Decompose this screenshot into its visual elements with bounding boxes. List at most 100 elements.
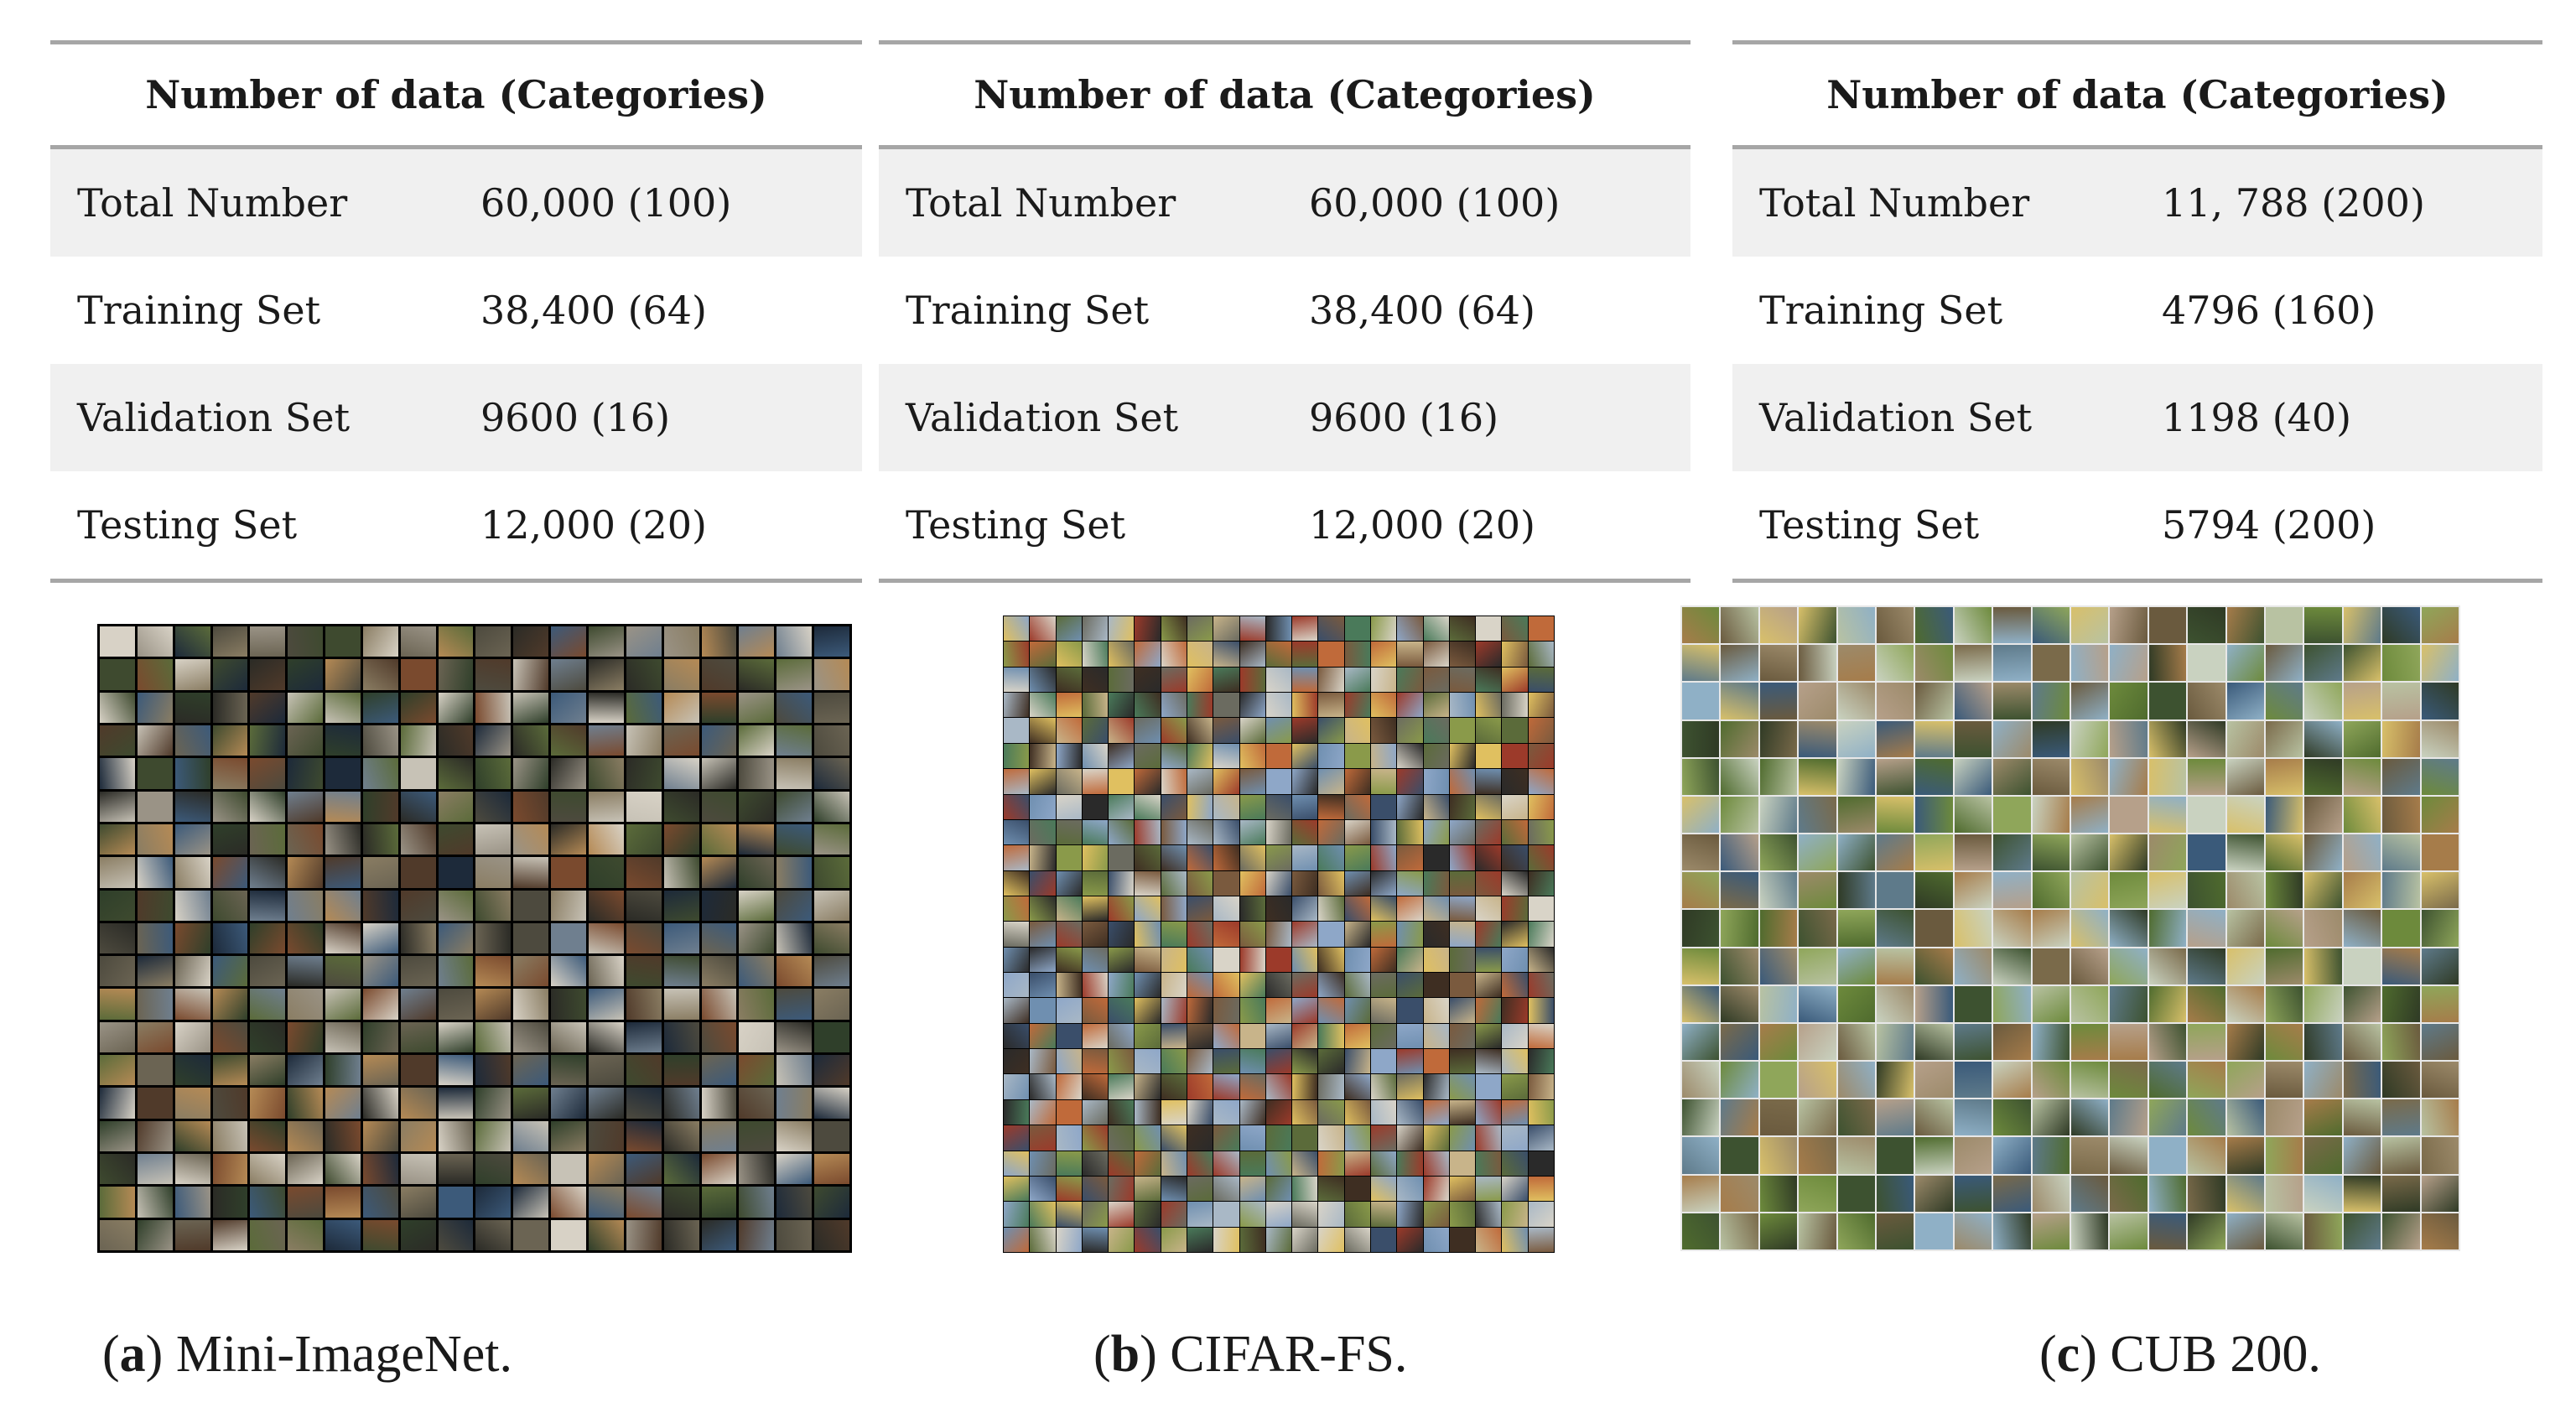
sample-thumbnail [1056,1176,1082,1202]
sample-thumbnail [137,1055,173,1086]
sample-thumbnail [551,922,587,954]
sample-thumbnail [1682,683,1720,719]
sample-thumbnail [701,1055,737,1086]
sample-thumbnail [2110,645,2148,682]
sample-thumbnail [2343,872,2381,909]
sample-thumbnail [1030,1099,1056,1125]
sample-thumbnail [1161,973,1187,998]
sample-thumbnail [1759,683,1798,719]
sample-thumbnail [1056,896,1082,922]
sample-thumbnail [513,890,549,921]
sample-thumbnail [663,791,699,822]
sample-thumbnail [1993,796,2031,834]
row-value: 9600 (16) [480,395,671,440]
sample-thumbnail [1161,769,1187,794]
sample-thumbnail [2382,872,2420,909]
table-header: Number of data (Categories) [1732,44,2542,149]
sample-thumbnail [1292,922,1318,947]
sample-thumbnail [1528,1202,1554,1227]
sample-thumbnail [1109,743,1135,769]
sample-thumbnail [551,890,587,921]
sample-thumbnail [1449,1125,1476,1151]
sample-thumbnail [2071,910,2109,947]
sample-thumbnail [1759,645,1798,682]
sample-thumbnail [776,890,813,921]
sample-thumbnail [1502,1099,1528,1125]
sample-thumbnail [2226,1213,2264,1249]
sample-thumbnail [1371,1074,1397,1099]
sample-thumbnail [250,1219,286,1250]
sample-thumbnail [2110,796,2148,834]
sample-thumbnail [1397,743,1423,769]
sample-thumbnail [1877,1023,1914,1061]
sample-thumbnail [400,1219,436,1250]
sample-thumbnail [1265,845,1292,870]
sample-thumbnail [1318,1099,1344,1125]
sample-thumbnail [1109,845,1135,870]
sample-thumbnail [513,857,549,888]
sample-thumbnail [288,659,324,690]
table-row: Total Number 11, 788 (200) [1732,149,2542,257]
sample-thumbnail [1265,998,1292,1023]
sample-thumbnail [2188,1023,2225,1061]
sample-thumbnail [250,956,286,987]
sample-thumbnail [2226,1023,2264,1061]
sample-thumbnail [174,791,210,822]
sample-thumbnail [513,956,549,987]
sample-thumbnail [1502,743,1528,769]
row-value: 1198 (40) [2162,395,2352,440]
sample-thumbnail [1239,718,1265,743]
sample-thumbnail [2110,834,2148,871]
sample-thumbnail [137,857,173,888]
sample-thumbnail [1954,1099,1992,1136]
sample-thumbnail [1423,1099,1449,1125]
sample-thumbnail [739,725,775,756]
sample-thumbnail [2226,607,2264,644]
sample-thumbnail [1449,667,1476,693]
sample-thumbnail [2266,1099,2303,1136]
sample-thumbnail [438,922,474,954]
sample-thumbnail [1213,1151,1239,1176]
sample-thumbnail [663,823,699,855]
sample-thumbnail [1449,1176,1476,1202]
caption-letter: a [119,1326,146,1383]
sample-thumbnail [2343,720,2381,757]
row-value: 9600 (16) [1309,395,1499,440]
sample-thumbnail [2304,1175,2342,1212]
sample-thumbnail [2304,872,2342,909]
sample-thumbnail [475,922,512,954]
sample-thumbnail [1528,667,1554,693]
sample-thumbnail [2188,910,2225,947]
sample-thumbnail [2032,1023,2070,1061]
sample-thumbnail [513,626,549,657]
sample-thumbnail [325,659,361,690]
sample-thumbnail [1837,985,1875,1022]
sample-thumbnail [589,890,624,921]
sample-thumbnail [1318,998,1344,1023]
sample-thumbnail [1344,896,1370,922]
sample-thumbnail [1799,796,1836,834]
sample-thumbnail [1759,834,1798,871]
sample-thumbnail [1476,870,1502,896]
sample-thumbnail [1837,758,1875,795]
sample-thumbnail [1318,693,1344,718]
sample-thumbnail [1030,1227,1056,1252]
sample-thumbnail [475,1120,512,1152]
sample-thumbnail [2226,834,2264,871]
sample-thumbnail [2421,720,2459,757]
sample-thumbnail [1239,896,1265,922]
sample-thumbnail [1213,794,1239,819]
sample-thumbnail [2188,758,2225,795]
sample-thumbnail [475,626,512,657]
sample-thumbnail [1397,870,1423,896]
sample-thumbnail [137,890,173,921]
sample-thumbnail [2226,796,2264,834]
row-label: Training Set [1759,288,2003,333]
sample-thumbnail [1213,1074,1239,1099]
sample-thumbnail [1476,693,1502,718]
sample-thumbnail [776,692,813,723]
sample-thumbnail [2304,1062,2342,1099]
sample-thumbnail [1993,1175,2031,1212]
sample-thumbnail [1476,743,1502,769]
sample-thumbnail [400,823,436,855]
